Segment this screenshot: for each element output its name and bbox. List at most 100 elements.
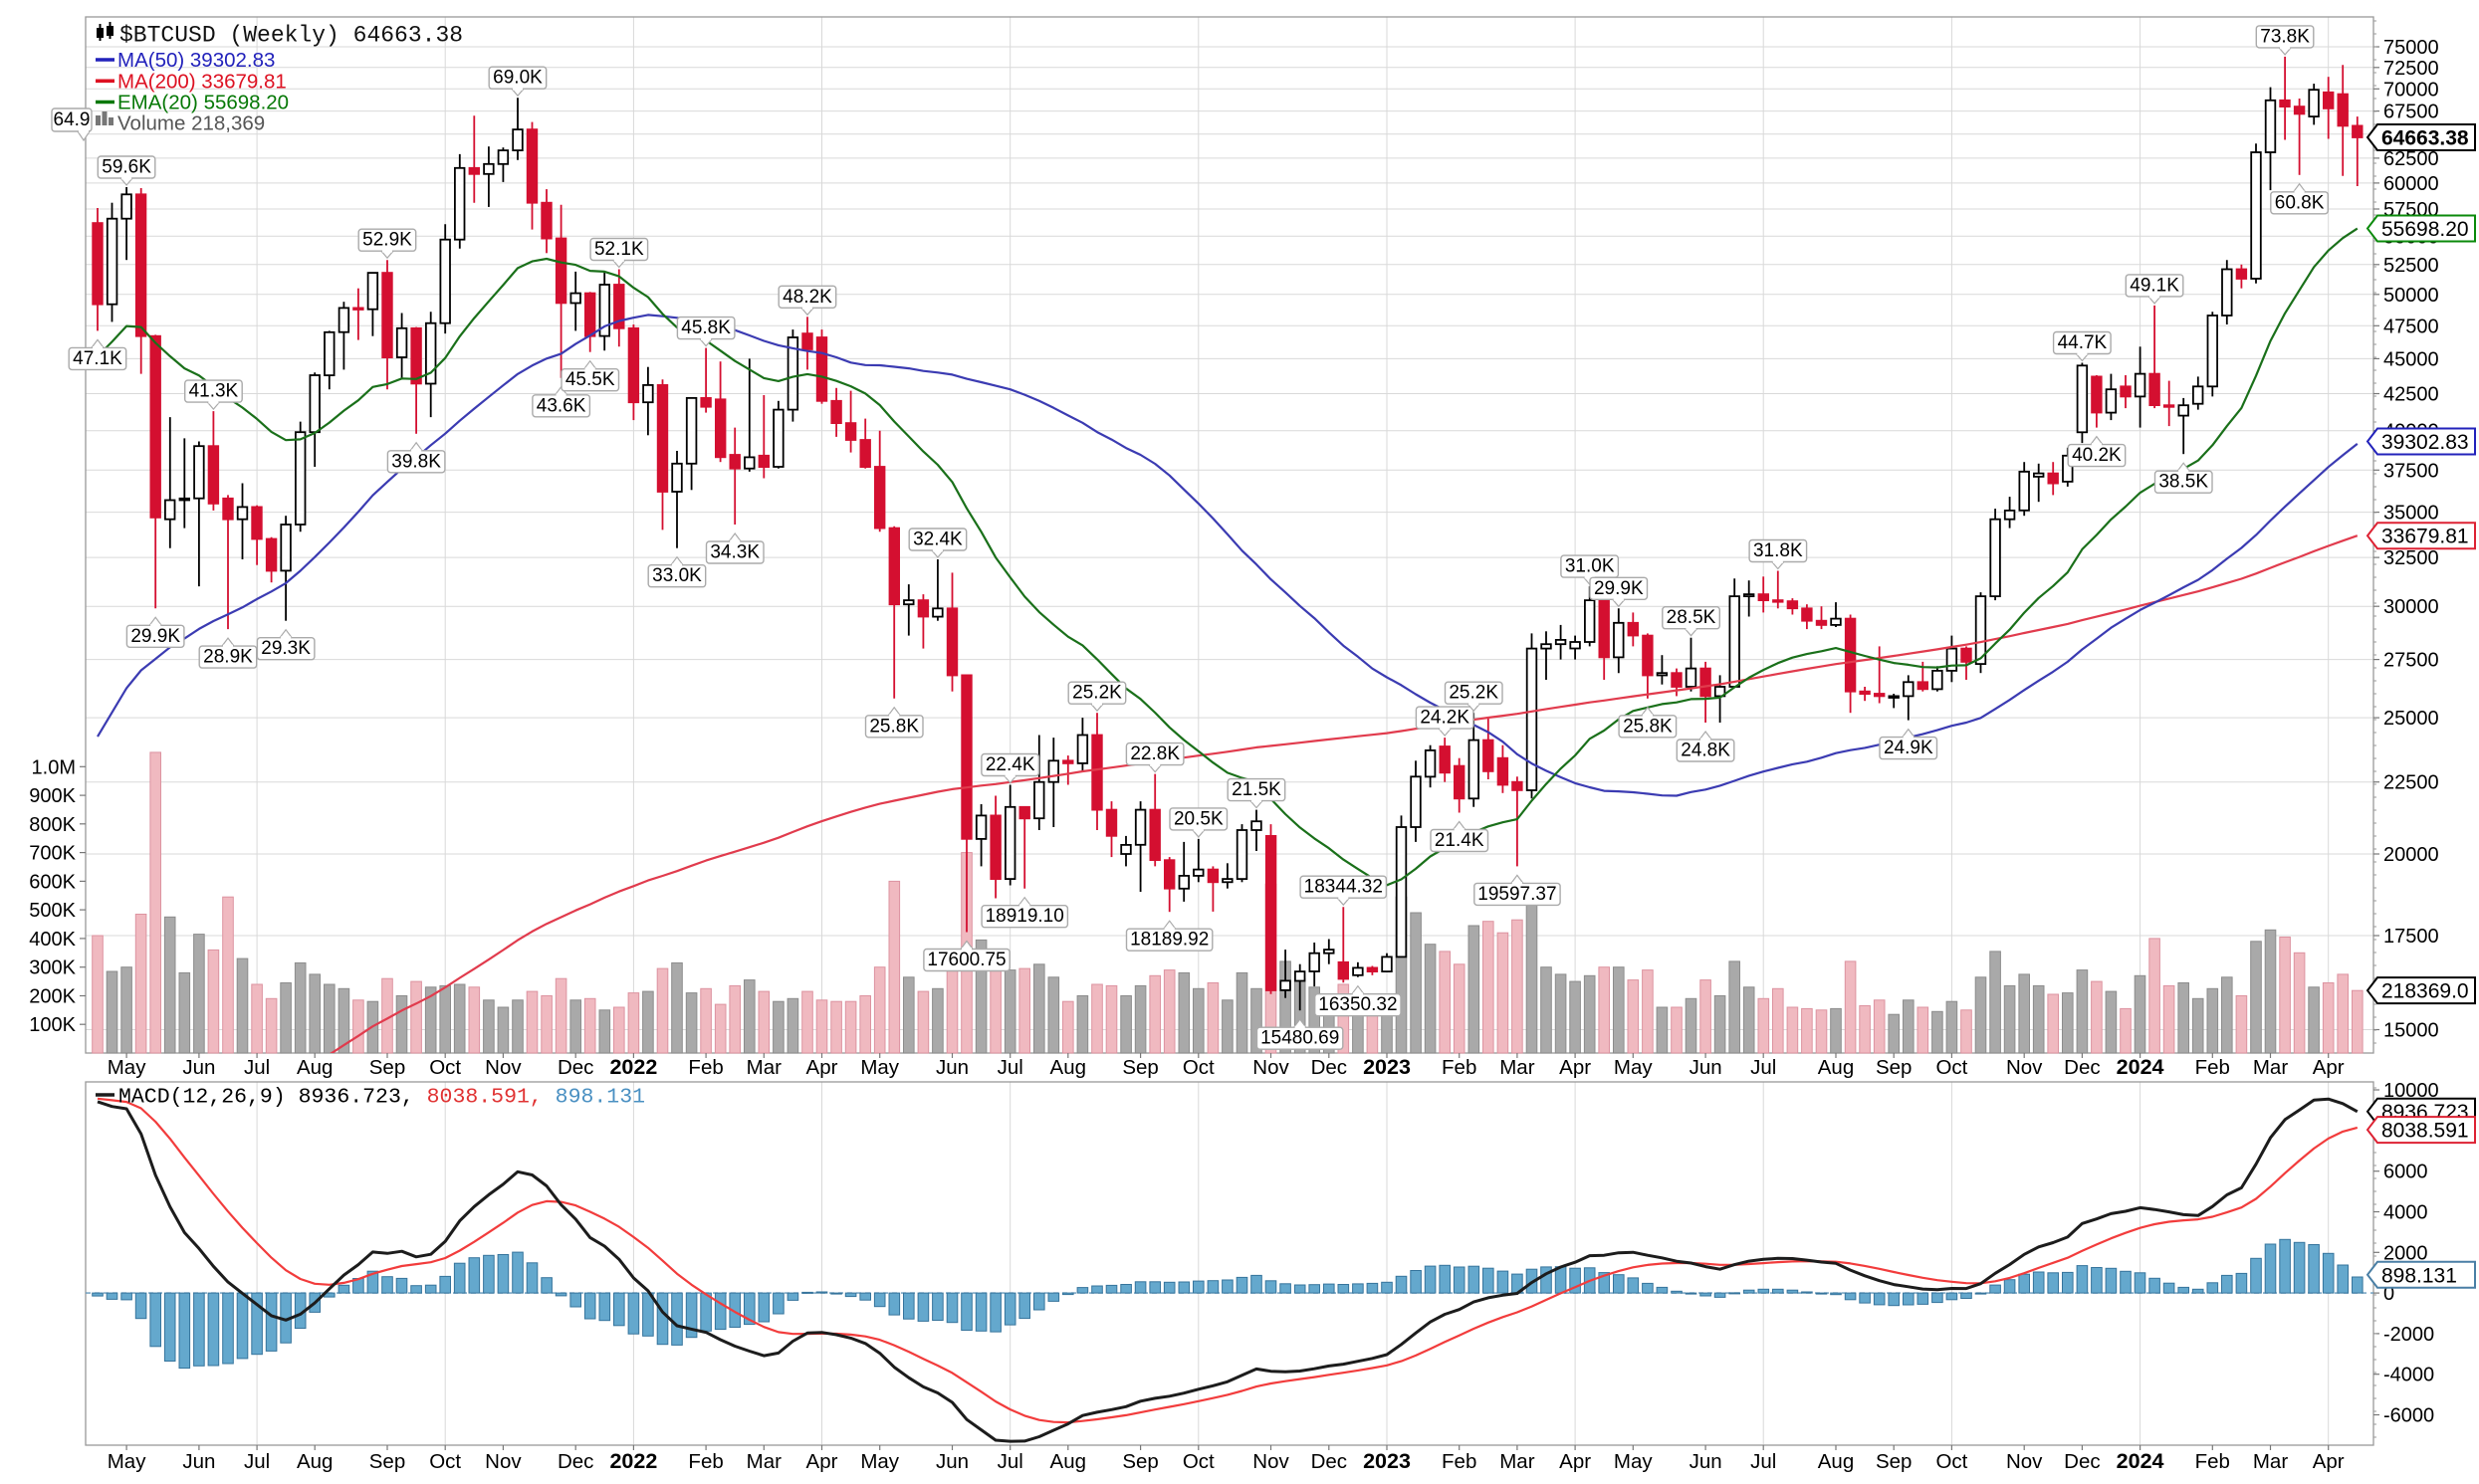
svg-text:Aug: Aug (297, 1450, 333, 1473)
svg-text:24.2K: 24.2K (1420, 708, 1469, 729)
svg-text:62500: 62500 (2383, 148, 2439, 170)
svg-text:Oct: Oct (1935, 1450, 1967, 1473)
svg-text:Feb: Feb (1442, 1056, 1476, 1079)
svg-text:Jul: Jul (244, 1450, 270, 1473)
svg-text:44.7K: 44.7K (2058, 332, 2108, 353)
svg-text:8038.591: 8038.591 (2381, 1120, 2469, 1143)
svg-text:Nov: Nov (2006, 1450, 2043, 1473)
svg-text:May: May (1614, 1450, 1653, 1473)
svg-text:20000: 20000 (2383, 844, 2439, 866)
svg-text:898.131: 898.131 (2381, 1264, 2457, 1287)
svg-text:45.5K: 45.5K (565, 369, 615, 390)
svg-text:Feb: Feb (688, 1450, 723, 1473)
svg-text:18344.32: 18344.32 (1304, 877, 1383, 898)
svg-text:73.8K: 73.8K (2260, 26, 2310, 47)
svg-text:48.2K: 48.2K (783, 287, 832, 308)
svg-text:2023: 2023 (1363, 1449, 1411, 1473)
svg-text:72500: 72500 (2383, 58, 2439, 80)
svg-text:0: 0 (2383, 1283, 2394, 1305)
svg-text:27500: 27500 (2383, 650, 2439, 672)
svg-text:Dec: Dec (558, 1056, 593, 1079)
svg-text:-2000: -2000 (2383, 1324, 2434, 1346)
svg-text:4000: 4000 (2383, 1202, 2428, 1224)
svg-text:49.1K: 49.1K (2130, 275, 2179, 296)
svg-text:Oct: Oct (1183, 1450, 1215, 1473)
svg-text:33.0K: 33.0K (652, 565, 702, 586)
svg-text:600K: 600K (29, 871, 76, 893)
svg-text:900K: 900K (29, 785, 76, 807)
svg-text:15000: 15000 (2383, 1020, 2439, 1042)
svg-text:6000: 6000 (2383, 1162, 2428, 1183)
svg-text:Nov: Nov (2006, 1056, 2043, 1079)
svg-text:800K: 800K (29, 814, 76, 836)
svg-text:19597.37: 19597.37 (1477, 884, 1556, 905)
svg-text:35000: 35000 (2383, 503, 2439, 525)
svg-text:700K: 700K (29, 843, 76, 865)
svg-text:Oct: Oct (429, 1450, 461, 1473)
svg-text:MA(50) 39302.83: MA(50) 39302.83 (117, 49, 275, 72)
svg-text:Mar: Mar (2253, 1450, 2288, 1473)
svg-text:15480.69: 15480.69 (1260, 1028, 1339, 1049)
svg-text:45000: 45000 (2383, 348, 2439, 370)
svg-text:25000: 25000 (2383, 708, 2439, 730)
svg-text:May: May (860, 1450, 899, 1473)
svg-text:59.6K: 59.6K (102, 157, 151, 178)
svg-text:17600.75: 17600.75 (927, 950, 1006, 970)
svg-text:67500: 67500 (2383, 102, 2439, 123)
svg-text:Feb: Feb (688, 1056, 723, 1079)
svg-text:Dec: Dec (2064, 1450, 2100, 1473)
svg-text:60.8K: 60.8K (2275, 192, 2325, 213)
svg-text:Feb: Feb (2195, 1450, 2230, 1473)
svg-text:Jul: Jul (1750, 1056, 1776, 1079)
svg-text:Dec: Dec (2064, 1056, 2100, 1079)
svg-text:Volume 218,369: Volume 218,369 (117, 112, 265, 135)
svg-text:29.3K: 29.3K (261, 638, 311, 659)
svg-text:69.0K: 69.0K (493, 68, 543, 89)
svg-text:Apr: Apr (1559, 1450, 1591, 1473)
svg-text:39.8K: 39.8K (391, 451, 441, 472)
svg-text:MACD(12,26,9) 8936.723, 8038.5: MACD(12,26,9) 8936.723, 8038.591, 898.13… (118, 1086, 645, 1110)
svg-text:55698.20: 55698.20 (2381, 218, 2469, 241)
svg-text:Jul: Jul (998, 1056, 1023, 1079)
svg-text:47500: 47500 (2383, 316, 2439, 337)
svg-text:Feb: Feb (1442, 1450, 1476, 1473)
svg-text:Aug: Aug (1818, 1056, 1854, 1079)
svg-text:Jul: Jul (1750, 1450, 1776, 1473)
svg-text:42500: 42500 (2383, 384, 2439, 406)
svg-text:218369.0: 218369.0 (2381, 980, 2469, 1003)
svg-text:May: May (860, 1056, 899, 1079)
svg-text:Nov: Nov (485, 1450, 522, 1473)
svg-text:May: May (108, 1056, 146, 1079)
svg-text:41.3K: 41.3K (189, 381, 239, 402)
svg-text:MA(200) 33679.81: MA(200) 33679.81 (117, 70, 287, 93)
svg-text:21.5K: 21.5K (1232, 779, 1281, 800)
svg-text:38.5K: 38.5K (2158, 472, 2208, 493)
svg-text:Jun: Jun (182, 1056, 215, 1079)
svg-text:Aug: Aug (1050, 1450, 1086, 1473)
svg-text:Jun: Jun (1690, 1056, 1722, 1079)
svg-text:EMA(20) 55698.20: EMA(20) 55698.20 (117, 92, 289, 114)
svg-text:2022: 2022 (609, 1449, 657, 1473)
svg-text:Jul: Jul (998, 1450, 1023, 1473)
svg-text:Apr: Apr (806, 1450, 838, 1473)
svg-text:100K: 100K (29, 1014, 76, 1036)
svg-text:25.8K: 25.8K (1623, 716, 1673, 737)
svg-text:Apr: Apr (1559, 1056, 1591, 1079)
svg-text:32500: 32500 (2383, 547, 2439, 569)
svg-text:64.9: 64.9 (54, 109, 91, 130)
svg-text:Sep: Sep (1876, 1450, 1912, 1473)
svg-text:2022: 2022 (609, 1055, 657, 1079)
svg-text:70000: 70000 (2383, 79, 2439, 101)
svg-text:Dec: Dec (558, 1450, 593, 1473)
svg-text:31.8K: 31.8K (1753, 540, 1803, 561)
svg-text:Dec: Dec (1311, 1450, 1347, 1473)
svg-text:33679.81: 33679.81 (2381, 526, 2469, 548)
svg-text:Oct: Oct (1183, 1056, 1215, 1079)
svg-text:Nov: Nov (1252, 1450, 1289, 1473)
svg-text:Jun: Jun (936, 1450, 969, 1473)
svg-text:Jul: Jul (244, 1056, 270, 1079)
svg-text:30000: 30000 (2383, 596, 2439, 618)
svg-text:Nov: Nov (485, 1056, 522, 1079)
svg-text:60000: 60000 (2383, 173, 2439, 195)
svg-text:Mar: Mar (1499, 1056, 1534, 1079)
